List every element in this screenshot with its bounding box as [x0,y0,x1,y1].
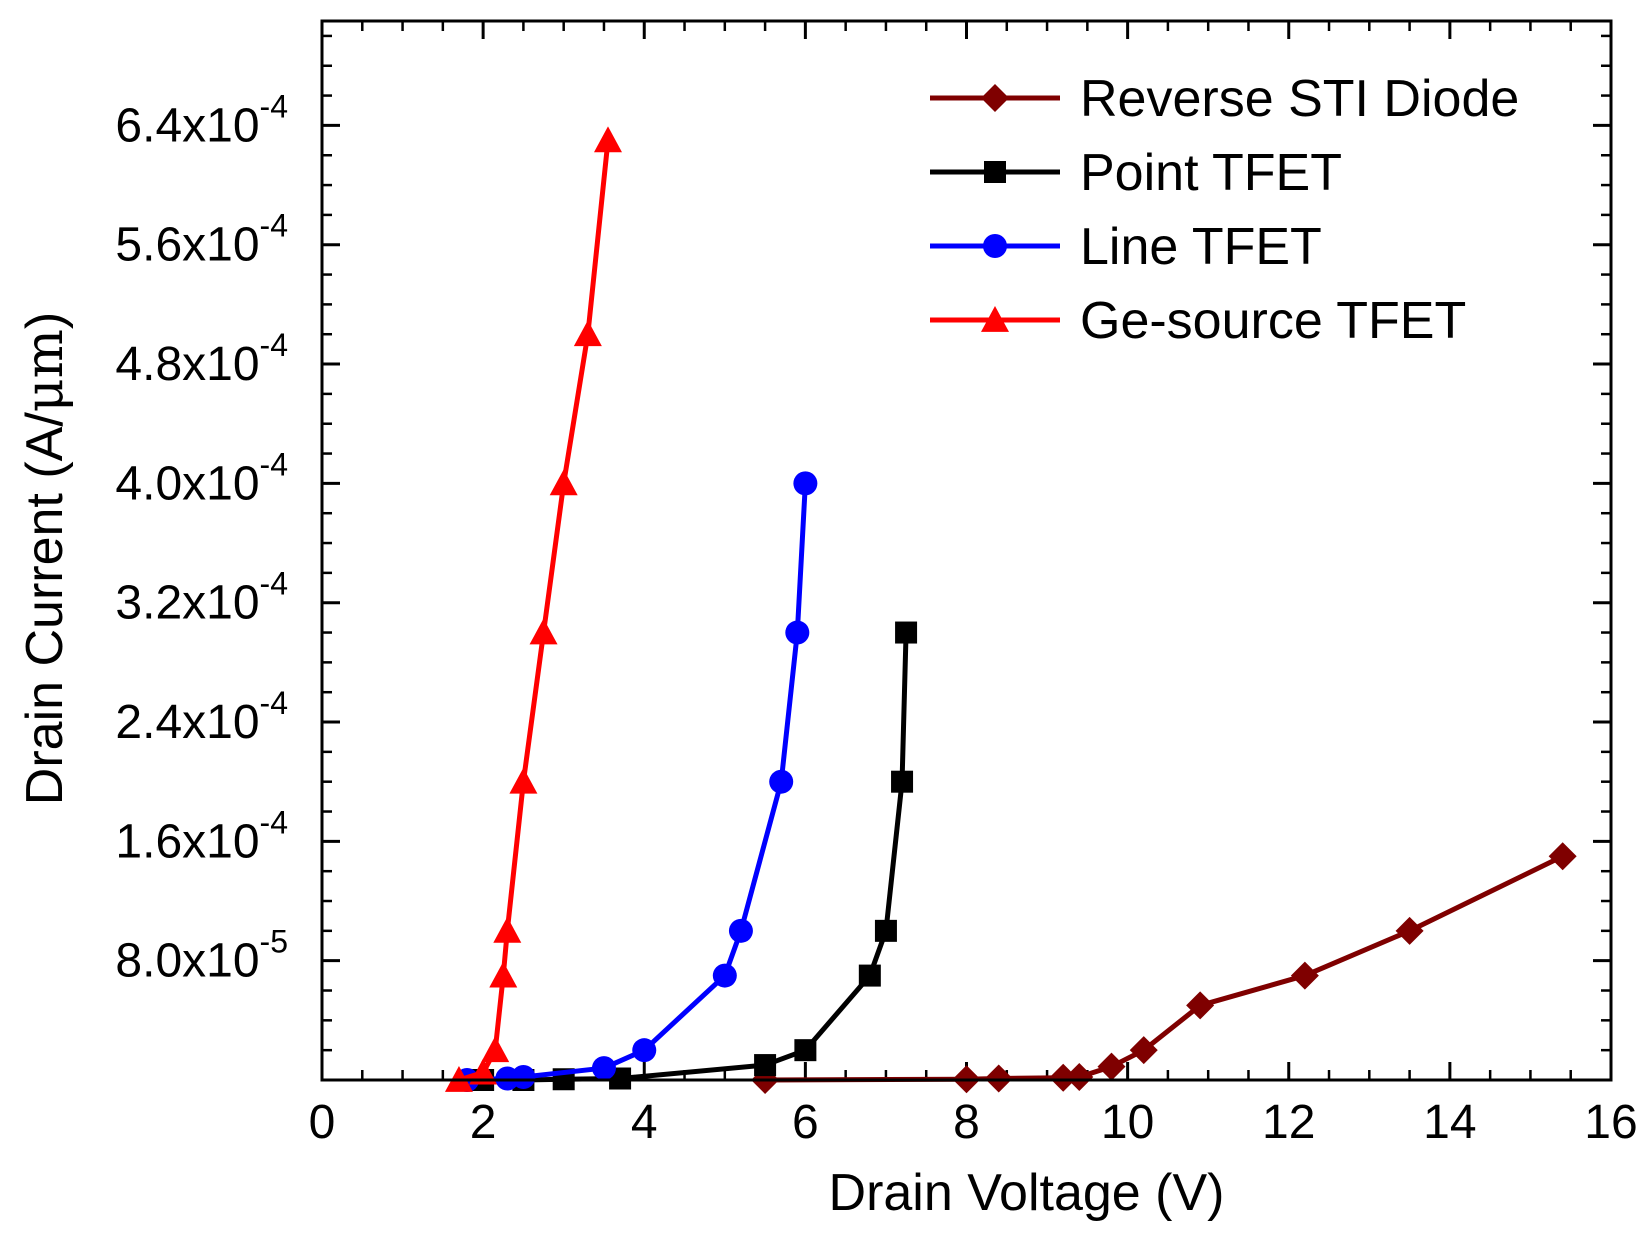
plot-frame [320,19,1613,1082]
legend-item: Line TFET [930,218,1322,276]
y-tick-label: 2.4x10-4 [115,685,288,749]
y-axis-title: Drain Current (A/μm) [15,312,75,805]
data-point [593,126,622,153]
y-axis-title-unit: μm [15,329,75,412]
legend-item: Ge-source TFET [930,292,1466,350]
x-tick-label: 6 [792,1096,819,1149]
legend: Reverse STI Diode Point TFET Line TFET Ge-s… [930,70,1519,350]
y-tick-mantissa: 4.8x10 [115,338,259,391]
x-tick-label: 2 [470,1096,497,1149]
data-point [591,1056,616,1081]
data-point [1548,842,1577,871]
data-point [549,469,578,496]
y-tick-mantissa: 8.0x10 [115,935,259,988]
y-tick-exponent: -4 [260,88,288,124]
x-tick-label: 16 [1584,1096,1637,1149]
y-tick-label: 8.0x10-5 [115,924,288,988]
y-tick-label: 4.0x10-4 [115,446,288,510]
x-tick-label: 4 [631,1096,658,1149]
data-point [632,1038,657,1063]
data-point [785,620,810,645]
x-tick-label: 0 [309,1096,336,1149]
x-tick-label: 8 [953,1096,980,1149]
y-tick-exponent: -4 [260,327,288,363]
data-point [1129,1036,1158,1065]
y-tick-mantissa: 3.2x10 [115,577,259,630]
data-point [509,767,538,794]
data-point [793,471,818,496]
legend-swatch-marker [981,84,1009,112]
y-tick-exponent: -4 [260,446,288,482]
data-point [511,1065,536,1090]
ticks: 0 2 4 6 8 10 12 14 168.0x10-51.6x10-42.4x10-43.2… [115,21,1638,1149]
data-point [769,769,794,794]
y-axis-title-close: ) [16,312,74,329]
y-tick-exponent: -4 [260,566,288,602]
y-tick-label: 5.6x10-4 [115,208,288,272]
data-point [469,1058,498,1085]
data-point [794,1039,817,1062]
data-point [489,961,518,988]
data-point [895,621,918,644]
y-tick-label: 1.6x10-4 [115,804,288,868]
legend-swatch-marker [983,234,1007,258]
y-tick-exponent: -4 [260,685,288,721]
data-point [1395,916,1424,945]
legend-label: Line TFET [1080,218,1322,276]
y-tick-exponent: -5 [260,924,288,960]
x-tick-label: 12 [1262,1096,1315,1149]
data-point [1065,1063,1094,1092]
legend-label: Ge-source TFET [1080,292,1466,350]
data-point [481,1036,510,1063]
y-tick-mantissa: 4.0x10 [115,457,259,510]
y-tick-exponent: -4 [260,804,288,840]
x-axis-title: Drain Voltage (V) [829,1164,1225,1222]
y-tick-exponent: -4 [260,208,288,244]
y-tick-label: 6.4x10-4 [115,88,288,152]
data-point [1186,991,1215,1020]
legend-swatch-marker [984,161,1006,183]
x-tick-label: 10 [1101,1096,1154,1149]
legend-label: Point TFET [1080,144,1342,202]
y-tick-mantissa: 1.6x10 [115,815,259,868]
x-tick-label: 14 [1423,1096,1476,1149]
data-point [712,963,737,988]
data-point [754,1054,777,1077]
data-point [891,770,914,793]
data-point [493,916,522,943]
y-tick-mantissa: 5.6x10 [115,219,259,272]
data-point [1097,1052,1126,1081]
y-tick-mantissa: 6.4x10 [115,99,259,152]
y-tick-label: 3.2x10-4 [115,566,288,630]
data-point [874,919,897,942]
y-axis-title-base: Drain Current (A/ [16,412,74,806]
data-point [529,618,558,645]
data-point [858,964,881,987]
data-point [573,320,602,347]
y-tick-label: 4.8x10-4 [115,327,288,391]
legend-label: Reverse STI Diode [1080,70,1519,128]
legend-item: Point TFET [930,144,1342,202]
legend-item: Reverse STI Diode [930,70,1519,128]
legend-swatch-marker [981,306,1009,332]
data-point [728,918,753,943]
y-tick-mantissa: 2.4x10 [115,696,259,749]
data-point [1049,1063,1078,1092]
data-point [1290,961,1319,990]
